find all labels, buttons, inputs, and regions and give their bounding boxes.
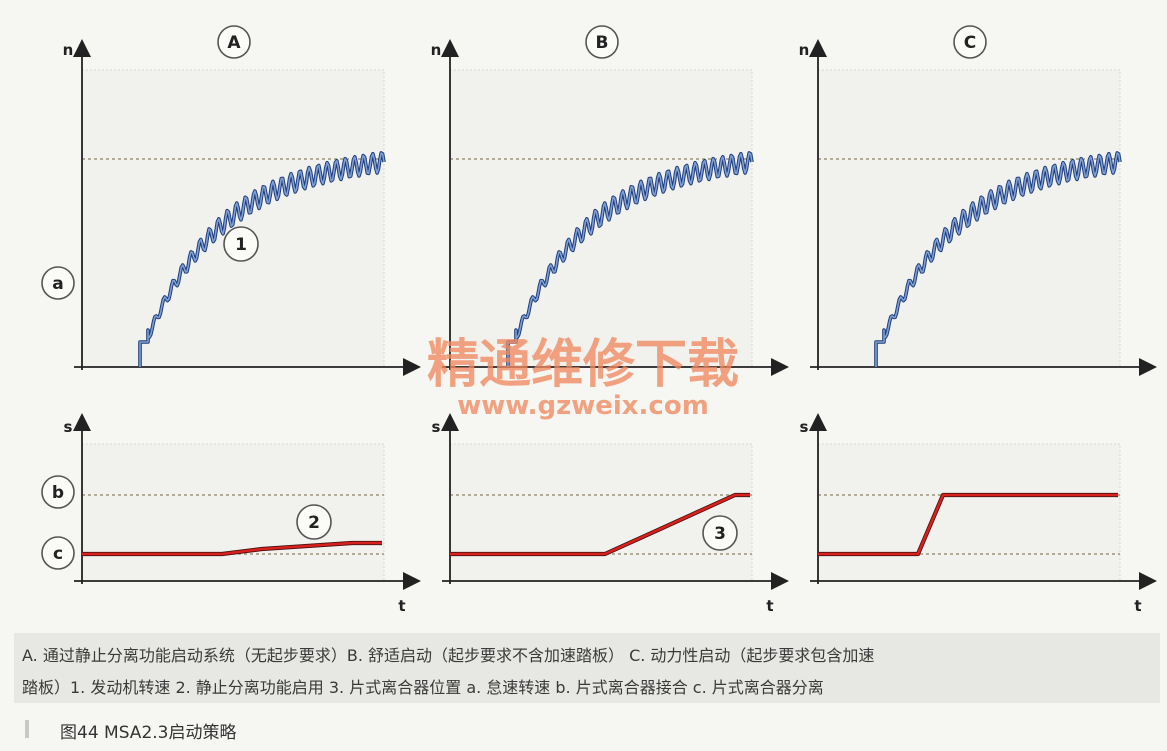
speed-axis-label: n: [799, 41, 810, 59]
panel-label-a: A: [217, 25, 251, 59]
clutch-curve: [82, 541, 382, 556]
panel-c: Cn s t: [799, 25, 1157, 615]
svg-text:B: B: [596, 33, 609, 53]
callout-1: 1: [223, 226, 259, 262]
svg-text:2: 2: [308, 513, 320, 533]
rpm-curve: [139, 152, 385, 367]
svg-text:C: C: [964, 33, 976, 53]
panel-a: An s t 1 2: [63, 25, 421, 615]
svg-text:1: 1: [235, 235, 247, 255]
figure-caption: A. 通过静止分离功能启动系统（无起步要求）B. 舒适启动（起步要求不含加速踏板…: [14, 633, 1160, 703]
panel-label-c: C: [953, 25, 987, 59]
caption-line-1: A. 通过静止分离功能启动系统（无起步要求）B. 舒适启动（起步要求不含加速踏板…: [22, 646, 875, 665]
clutch-axis-label: s: [432, 418, 441, 436]
clutch-curve: [818, 493, 1118, 556]
rpm-curve: [507, 152, 753, 367]
callout-3: 3: [702, 515, 738, 551]
svg-text:3: 3: [714, 524, 726, 544]
panel-label-b: B: [585, 25, 619, 59]
svg-text:c: c: [53, 544, 63, 564]
clutch-curve: [450, 493, 750, 556]
level-label-c: c: [41, 536, 75, 570]
figure-title-marker: [25, 720, 29, 738]
level-label-a: a: [41, 266, 75, 300]
svg-text:A: A: [227, 33, 241, 53]
clutch-axis-label: s: [800, 418, 809, 436]
figure-title: 图44 MSA2.3启动策略: [60, 723, 237, 743]
clutch-plot-area: [449, 443, 753, 582]
rpm-curve: [875, 152, 1121, 367]
level-labels: a b c: [41, 266, 75, 570]
svg-text:b: b: [52, 483, 64, 503]
time-axis-label: t: [766, 597, 773, 615]
watermark-line1: 精通维修下载: [427, 335, 739, 395]
time-axis-label: t: [398, 597, 405, 615]
caption-line-2: 踏板）1. 发动机转速 2. 静止分离功能启用 3. 片式离合器位置 a. 怠速…: [22, 678, 824, 697]
watermark-line2: www.gzweix.com: [457, 391, 709, 421]
speed-axis-label: n: [63, 41, 74, 59]
panel-b: Bn s t 3: [431, 25, 789, 615]
speed-axis-label: n: [431, 41, 442, 59]
callout-2: 2: [296, 504, 332, 540]
clutch-plot-area: [817, 443, 1121, 582]
level-label-b: b: [41, 475, 75, 509]
clutch-axis-label: s: [64, 418, 73, 436]
time-axis-label: t: [1134, 597, 1141, 615]
svg-text:a: a: [52, 274, 63, 294]
clutch-plot-area: [81, 443, 385, 582]
